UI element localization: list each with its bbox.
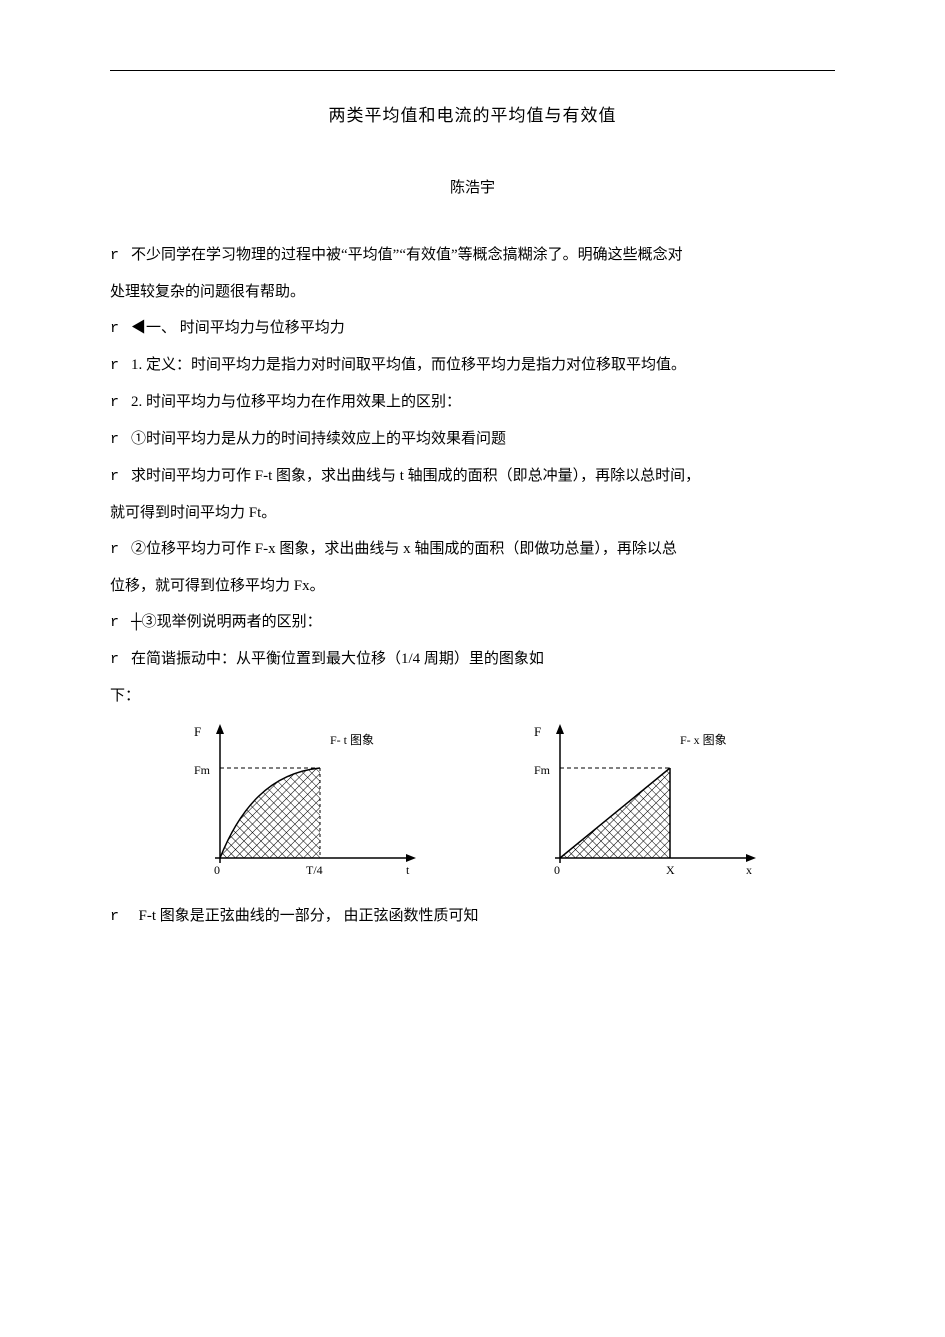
margin-mark: r — [110, 311, 131, 347]
document-page: 两类平均值和电流的平均值与有效值 陈浩宇 r不少同学在学习物理的过程中被“平均值… — [0, 0, 945, 1337]
text: 位移，就可得到位移平均力 Fx。 — [110, 578, 325, 594]
text: ②位移平均力可作 F-x 图象，求出曲线与 x 轴围成的面积（即做功总量），再除… — [131, 541, 677, 557]
chart-ft: F Fm 0 T/4 t F- t 图象 — [180, 718, 440, 888]
paragraph-below: 下： — [110, 678, 835, 714]
origin-label: 0 — [554, 863, 560, 877]
paragraph-item1: r①时间平均力是从力的时间持续效应上的平均效果看问题 — [110, 421, 835, 458]
margin-mark: r — [110, 238, 131, 274]
xtick-label: T/4 — [306, 863, 323, 877]
y-axis-label: F — [194, 724, 201, 739]
paragraph-shm: r在简谐振动中：从平衡位置到最大位移（1/4 周期）里的图象如 — [110, 641, 835, 678]
text: F-t 图象是正弦曲线的一部分， 由正弦函数性质可知 — [139, 908, 479, 924]
text: 1. 定义：时间平均力是指力对时间取平均值，而位移平均力是指力对位移取平均值。 — [131, 357, 686, 373]
text: 在简谐振动中：从平衡位置到最大位移（1/4 周期）里的图象如 — [131, 651, 544, 667]
paragraph-diff: r2. 时间平均力与位移平均力在作用效果上的区别： — [110, 384, 835, 421]
paragraph-example: r┼③现举例说明两者的区别： — [110, 604, 835, 641]
y-axis-label: F — [534, 724, 541, 739]
chart-title: F- x 图象 — [680, 733, 727, 747]
text: 2. 时间平均力与位移平均力在作用效果上的区别： — [131, 394, 461, 410]
paragraph-fx-a: r②位移平均力可作 F-x 图象，求出曲线与 x 轴围成的面积（即做功总量），再… — [110, 531, 835, 568]
margin-mark: r — [110, 605, 131, 641]
margin-mark: r — [110, 532, 131, 568]
text: 就可得到时间平均力 Ft。 — [110, 505, 276, 521]
text: ┼③现举例说明两者的区别： — [131, 614, 322, 630]
chart-title: F- t 图象 — [330, 733, 374, 747]
margin-mark: r — [110, 899, 131, 935]
figure-row: F Fm 0 T/4 t F- t 图象 — [180, 718, 835, 888]
paragraph-sine-note: r F-t 图象是正弦曲线的一部分， 由正弦函数性质可知 — [110, 898, 835, 935]
margin-mark: r — [110, 459, 131, 495]
document-author: 陈浩宇 — [110, 176, 835, 197]
chart-fx-svg: F Fm 0 X x F- x 图象 — [520, 718, 780, 888]
top-rule — [110, 70, 835, 71]
document-title: 两类平均值和电流的平均值与有效值 — [110, 101, 835, 126]
margin-mark: r — [110, 642, 131, 678]
fm-label: Fm — [194, 763, 211, 777]
paragraph-def: r1. 定义：时间平均力是指力对时间取平均值，而位移平均力是指力对位移取平均值。 — [110, 347, 835, 384]
margin-mark: r — [110, 422, 131, 458]
paragraph-ft-b: 就可得到时间平均力 Ft。 — [110, 495, 835, 531]
chart-fx: F Fm 0 X x F- x 图象 — [520, 718, 780, 888]
section-heading-1: r◀一、 时间平均力与位移平均力 — [110, 310, 835, 347]
margin-mark: r — [110, 385, 131, 421]
text: 不少同学在学习物理的过程中被“平均值”“有效值”等概念搞糊涂了。明确这些概念对 — [131, 247, 683, 263]
text: 下： — [110, 688, 140, 704]
text: 求时间平均力可作 F-t 图象，求出曲线与 t 轴围成的面积（即总冲量），再除以… — [131, 468, 700, 484]
chart-ft-svg: F Fm 0 T/4 t F- t 图象 — [180, 718, 440, 888]
paragraph-fx-b: 位移，就可得到位移平均力 Fx。 — [110, 568, 835, 604]
text: 处理较复杂的问题很有帮助。 — [110, 284, 305, 300]
text: ①时间平均力是从力的时间持续效应上的平均效果看问题 — [131, 431, 506, 447]
x-axis-label: x — [746, 863, 752, 877]
fm-label: Fm — [534, 763, 551, 777]
x-axis-label: t — [406, 863, 410, 877]
text: ◀一、 时间平均力与位移平均力 — [131, 320, 345, 336]
paragraph-1a: r不少同学在学习物理的过程中被“平均值”“有效值”等概念搞糊涂了。明确这些概念对 — [110, 237, 835, 274]
origin-label: 0 — [214, 863, 220, 877]
paragraph-1b: 处理较复杂的问题很有帮助。 — [110, 274, 835, 310]
paragraph-ft-a: r求时间平均力可作 F-t 图象，求出曲线与 t 轴围成的面积（即总冲量），再除… — [110, 458, 835, 495]
xtick-label: X — [666, 863, 675, 877]
margin-mark: r — [110, 348, 131, 384]
